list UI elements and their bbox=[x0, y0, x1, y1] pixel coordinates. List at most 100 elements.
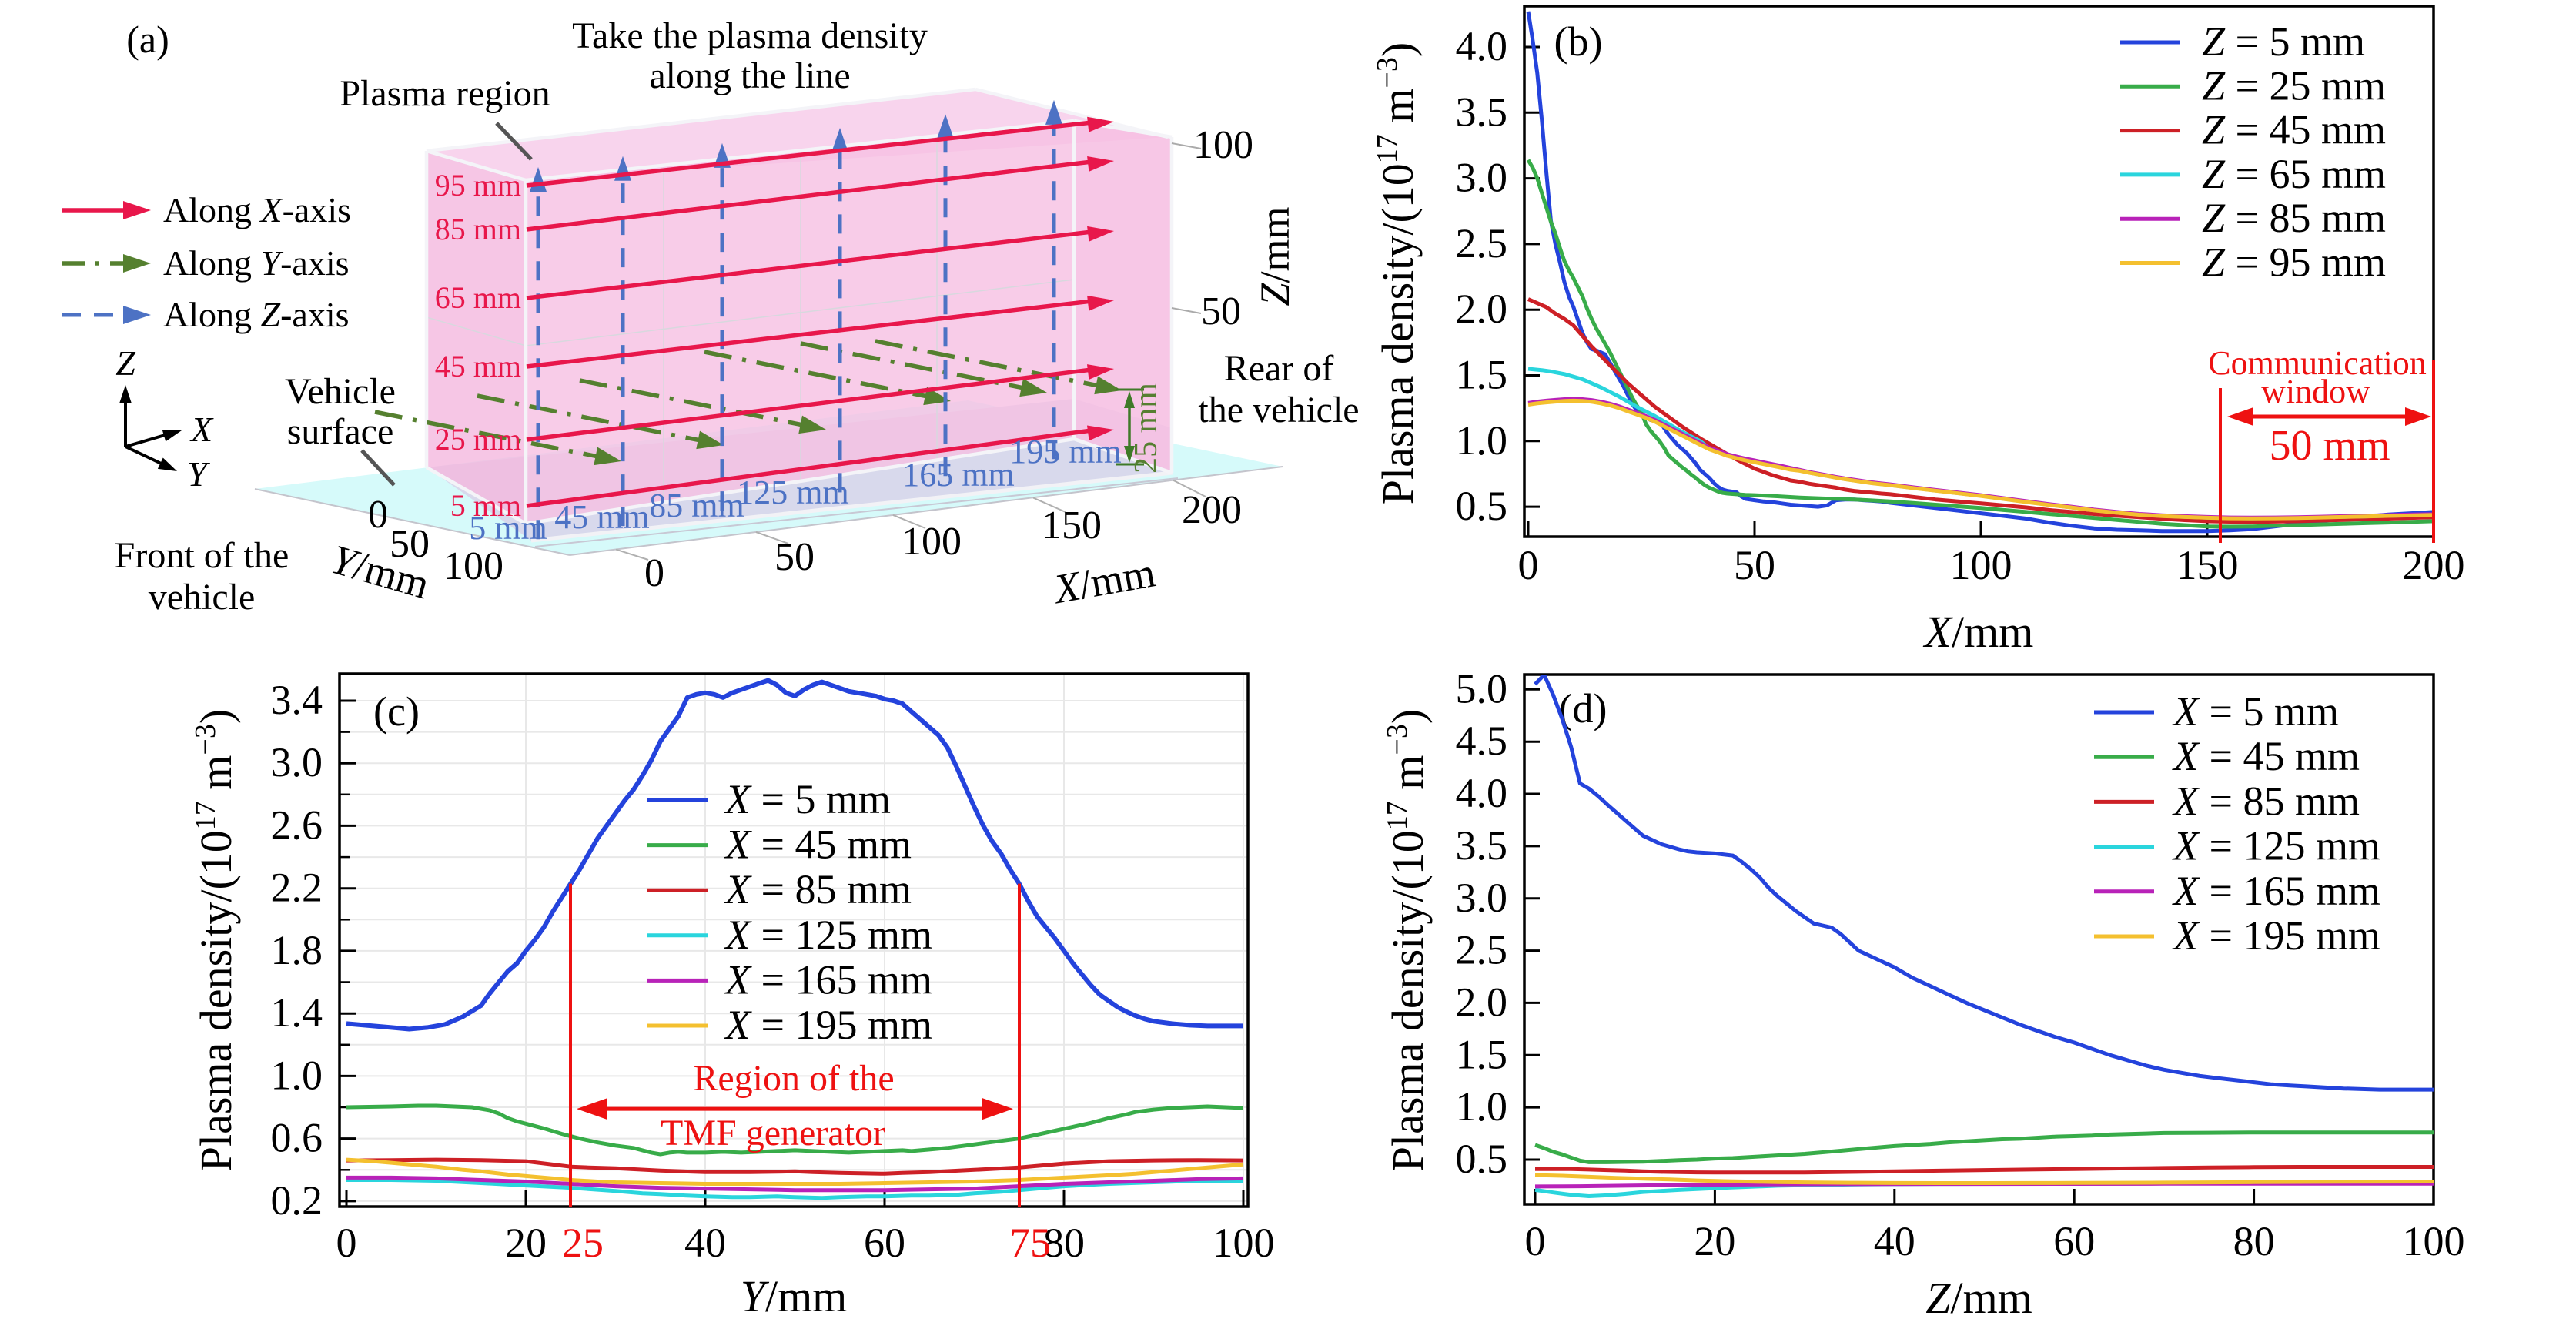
svg-text:0.5: 0.5 bbox=[1456, 483, 1508, 529]
svg-text:Communication: Communication bbox=[2208, 344, 2427, 382]
svg-text:X = 85 mm: X = 85 mm bbox=[2172, 778, 2360, 824]
svg-text:2.2: 2.2 bbox=[271, 865, 323, 911]
svg-text:20: 20 bbox=[1694, 1218, 1735, 1264]
svg-text:Rear of: Rear of bbox=[1224, 348, 1334, 389]
svg-text:1.0: 1.0 bbox=[271, 1052, 323, 1098]
svg-text:X = 195 mm: X = 195 mm bbox=[724, 1002, 932, 1048]
svg-text:65 mm: 65 mm bbox=[435, 280, 521, 315]
svg-text:Z = 85 mm: Z = 85 mm bbox=[2202, 195, 2386, 241]
svg-text:window: window bbox=[2261, 373, 2370, 410]
svg-text:25 mm: 25 mm bbox=[1129, 383, 1164, 474]
svg-text:X = 125 mm: X = 125 mm bbox=[724, 912, 932, 958]
svg-text:200: 200 bbox=[2403, 542, 2465, 588]
svg-text:X = 195 mm: X = 195 mm bbox=[2172, 912, 2380, 959]
svg-text:surface: surface bbox=[287, 411, 394, 452]
svg-text:2.0: 2.0 bbox=[1456, 979, 1508, 1025]
svg-text:165 mm: 165 mm bbox=[902, 456, 1014, 494]
svg-text:85 mm: 85 mm bbox=[649, 487, 744, 524]
svg-text:150: 150 bbox=[1042, 504, 1102, 547]
svg-text:100: 100 bbox=[2403, 1218, 2465, 1264]
svg-text:0: 0 bbox=[368, 493, 388, 537]
svg-text:X = 85 mm: X = 85 mm bbox=[724, 866, 912, 912]
svg-text:X/mm: X/mm bbox=[1923, 607, 2034, 657]
svg-text:0.6: 0.6 bbox=[271, 1115, 323, 1161]
svg-text:Region of the: Region of the bbox=[693, 1058, 894, 1099]
svg-text:Z: Z bbox=[115, 343, 135, 383]
svg-text:3.4: 3.4 bbox=[271, 677, 323, 723]
svg-text:1.0: 1.0 bbox=[1456, 417, 1508, 464]
svg-text:X = 5 mm: X = 5 mm bbox=[724, 776, 891, 822]
svg-text:Z/mm: Z/mm bbox=[1252, 206, 1298, 306]
svg-text:25: 25 bbox=[562, 1220, 604, 1266]
svg-text:X = 45 mm: X = 45 mm bbox=[2172, 733, 2360, 779]
svg-text:(a): (a) bbox=[126, 18, 169, 61]
svg-text:200: 200 bbox=[1182, 488, 1242, 532]
svg-text:50: 50 bbox=[1201, 290, 1241, 333]
svg-text:5.0: 5.0 bbox=[1456, 665, 1508, 711]
svg-text:Z = 5 mm: Z = 5 mm bbox=[2202, 18, 2365, 65]
svg-text:1.0: 1.0 bbox=[1456, 1083, 1508, 1130]
svg-text:X = 125 mm: X = 125 mm bbox=[2172, 823, 2380, 869]
svg-text:Plasma region: Plasma region bbox=[340, 73, 550, 114]
svg-text:Y/mm: Y/mm bbox=[741, 1271, 848, 1319]
svg-text:0: 0 bbox=[1525, 1218, 1546, 1264]
svg-text:125 mm: 125 mm bbox=[737, 474, 848, 511]
svg-text:25 mm: 25 mm bbox=[435, 422, 521, 457]
svg-text:0: 0 bbox=[644, 551, 664, 595]
svg-text:Z = 95 mm: Z = 95 mm bbox=[2202, 239, 2386, 286]
svg-text:3.0: 3.0 bbox=[1456, 155, 1508, 201]
svg-text:95 mm: 95 mm bbox=[435, 168, 521, 203]
svg-text:Along Z-axis: Along Z-axis bbox=[163, 295, 350, 334]
svg-text:100: 100 bbox=[1950, 542, 2012, 588]
svg-text:X = 165 mm: X = 165 mm bbox=[724, 956, 932, 1003]
svg-text:100: 100 bbox=[1213, 1220, 1275, 1266]
svg-text:4.0: 4.0 bbox=[1456, 23, 1508, 69]
svg-text:75: 75 bbox=[1009, 1220, 1051, 1266]
svg-text:X = 45 mm: X = 45 mm bbox=[724, 822, 912, 868]
svg-text:(b): (b) bbox=[1554, 18, 1603, 65]
svg-text:100: 100 bbox=[902, 520, 962, 564]
svg-text:TMF generator: TMF generator bbox=[661, 1113, 885, 1153]
svg-text:Take the plasma density: Take the plasma density bbox=[572, 15, 928, 56]
svg-text:50 mm: 50 mm bbox=[2269, 422, 2390, 470]
svg-text:X = 165 mm: X = 165 mm bbox=[2172, 868, 2380, 914]
svg-text:vehicle: vehicle bbox=[149, 577, 256, 618]
svg-text:3.0: 3.0 bbox=[271, 739, 323, 785]
svg-text:Z/mm: Z/mm bbox=[1925, 1273, 2032, 1319]
svg-text:1.5: 1.5 bbox=[1456, 352, 1508, 398]
svg-text:2.5: 2.5 bbox=[1456, 927, 1508, 973]
svg-text:Along Y-axis: Along Y-axis bbox=[163, 243, 350, 283]
svg-text:195 mm: 195 mm bbox=[1009, 433, 1121, 470]
svg-text:Along X-axis: Along X-axis bbox=[163, 190, 351, 229]
svg-text:2.0: 2.0 bbox=[1456, 286, 1508, 332]
svg-text:Front of the: Front of the bbox=[115, 535, 289, 576]
svg-text:0.5: 0.5 bbox=[1456, 1136, 1508, 1182]
svg-text:Y: Y bbox=[187, 454, 210, 494]
svg-text:3.5: 3.5 bbox=[1456, 89, 1508, 135]
svg-text:Vehicle: Vehicle bbox=[285, 371, 396, 412]
svg-text:0: 0 bbox=[1518, 542, 1539, 588]
svg-text:(c): (c) bbox=[373, 688, 420, 735]
svg-text:5 mm: 5 mm bbox=[450, 488, 521, 523]
svg-text:5 mm: 5 mm bbox=[469, 509, 547, 547]
svg-text:85 mm: 85 mm bbox=[435, 212, 521, 246]
svg-text:along the line: along the line bbox=[649, 55, 850, 96]
svg-text:2.6: 2.6 bbox=[271, 802, 323, 848]
svg-text:4.0: 4.0 bbox=[1456, 770, 1508, 816]
svg-text:100: 100 bbox=[1193, 123, 1253, 167]
svg-text:Plasma density/(1017 m−3): Plasma density/(1017 m−3) bbox=[189, 709, 241, 1171]
svg-text:150: 150 bbox=[2176, 542, 2239, 588]
svg-text:0: 0 bbox=[336, 1220, 357, 1266]
svg-text:80: 80 bbox=[1043, 1220, 1085, 1266]
svg-text:50: 50 bbox=[1734, 542, 1775, 588]
svg-text:Z = 45 mm: Z = 45 mm bbox=[2202, 107, 2386, 153]
svg-text:the vehicle: the vehicle bbox=[1198, 390, 1359, 430]
svg-text:(d): (d) bbox=[1559, 685, 1607, 731]
svg-text:40: 40 bbox=[1874, 1218, 1915, 1264]
svg-text:45 mm: 45 mm bbox=[554, 498, 649, 536]
svg-text:45 mm: 45 mm bbox=[435, 349, 521, 383]
svg-text:100: 100 bbox=[443, 544, 503, 588]
svg-text:20: 20 bbox=[505, 1220, 547, 1266]
svg-text:X = 5 mm: X = 5 mm bbox=[2172, 688, 2339, 735]
svg-text:3.0: 3.0 bbox=[1456, 875, 1508, 921]
